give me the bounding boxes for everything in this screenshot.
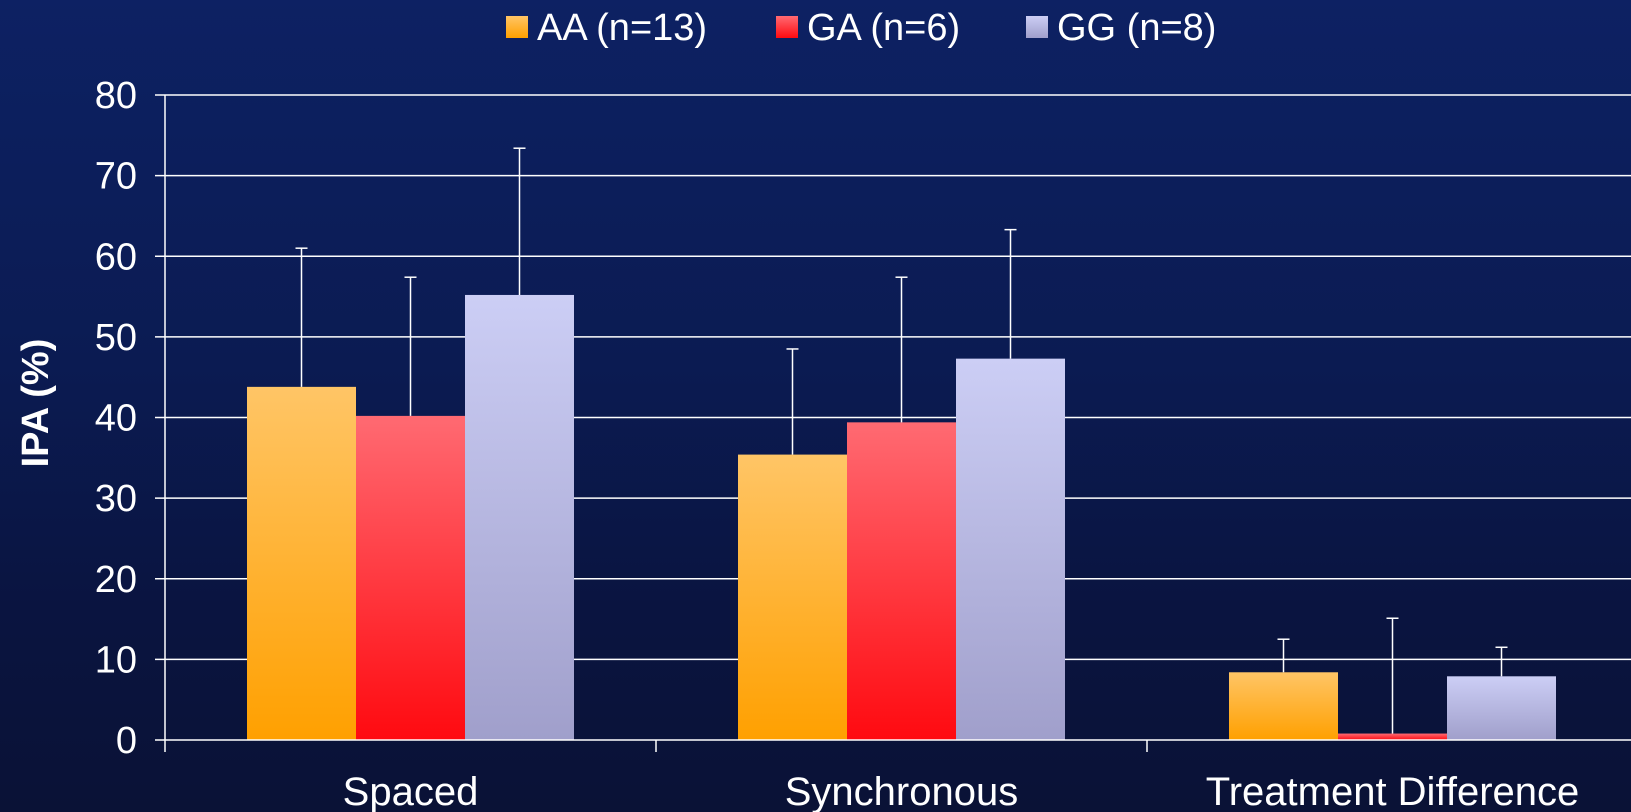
y-tick-label: 30: [95, 478, 137, 520]
y-tick-label: 70: [95, 156, 137, 198]
y-tick-label: 50: [95, 317, 137, 359]
y-tick-label: 20: [95, 559, 137, 601]
y-tick-labels: 0 10 20 30 40 50 60 70 80: [95, 75, 137, 762]
y-tick-label: 60: [95, 236, 137, 278]
x-tick-labels: Spaced Synchronous Treatment Difference: [343, 770, 1580, 812]
y-tick-label: 0: [116, 720, 137, 762]
bar: [738, 454, 847, 740]
legend-label: GA (n=6): [807, 7, 960, 49]
legend-swatch: [506, 16, 528, 38]
bars: [247, 294, 1556, 740]
legend: AA (n=13) GA (n=6) GG (n=8): [506, 7, 1216, 49]
legend-swatch: [1026, 16, 1048, 38]
y-tick-label: 10: [95, 639, 137, 681]
legend-label: GG (n=8): [1057, 7, 1216, 49]
bar: [247, 386, 356, 740]
bar: [465, 294, 574, 740]
legend-item: GA (n=6): [776, 7, 960, 49]
legend-swatch: [776, 16, 798, 38]
bar: [1447, 676, 1556, 740]
error-bars: [295, 147, 1508, 734]
y-axis-label: IPA (%): [15, 339, 57, 468]
y-tick-label: 40: [95, 398, 137, 440]
x-tick-label: Treatment Difference: [1206, 770, 1580, 812]
x-tick-label: Synchronous: [785, 770, 1018, 812]
x-tick-label: Spaced: [343, 770, 479, 812]
legend-item: GG (n=8): [1026, 7, 1216, 49]
bar: [1229, 672, 1338, 740]
legend-item: AA (n=13): [506, 7, 707, 49]
bar: [956, 358, 1065, 740]
bar: [847, 422, 956, 740]
y-tick-label: 80: [95, 75, 137, 117]
bar: [356, 415, 465, 740]
bar: [1338, 733, 1447, 740]
legend-label: AA (n=13): [537, 7, 707, 49]
axes: [155, 94, 1631, 752]
